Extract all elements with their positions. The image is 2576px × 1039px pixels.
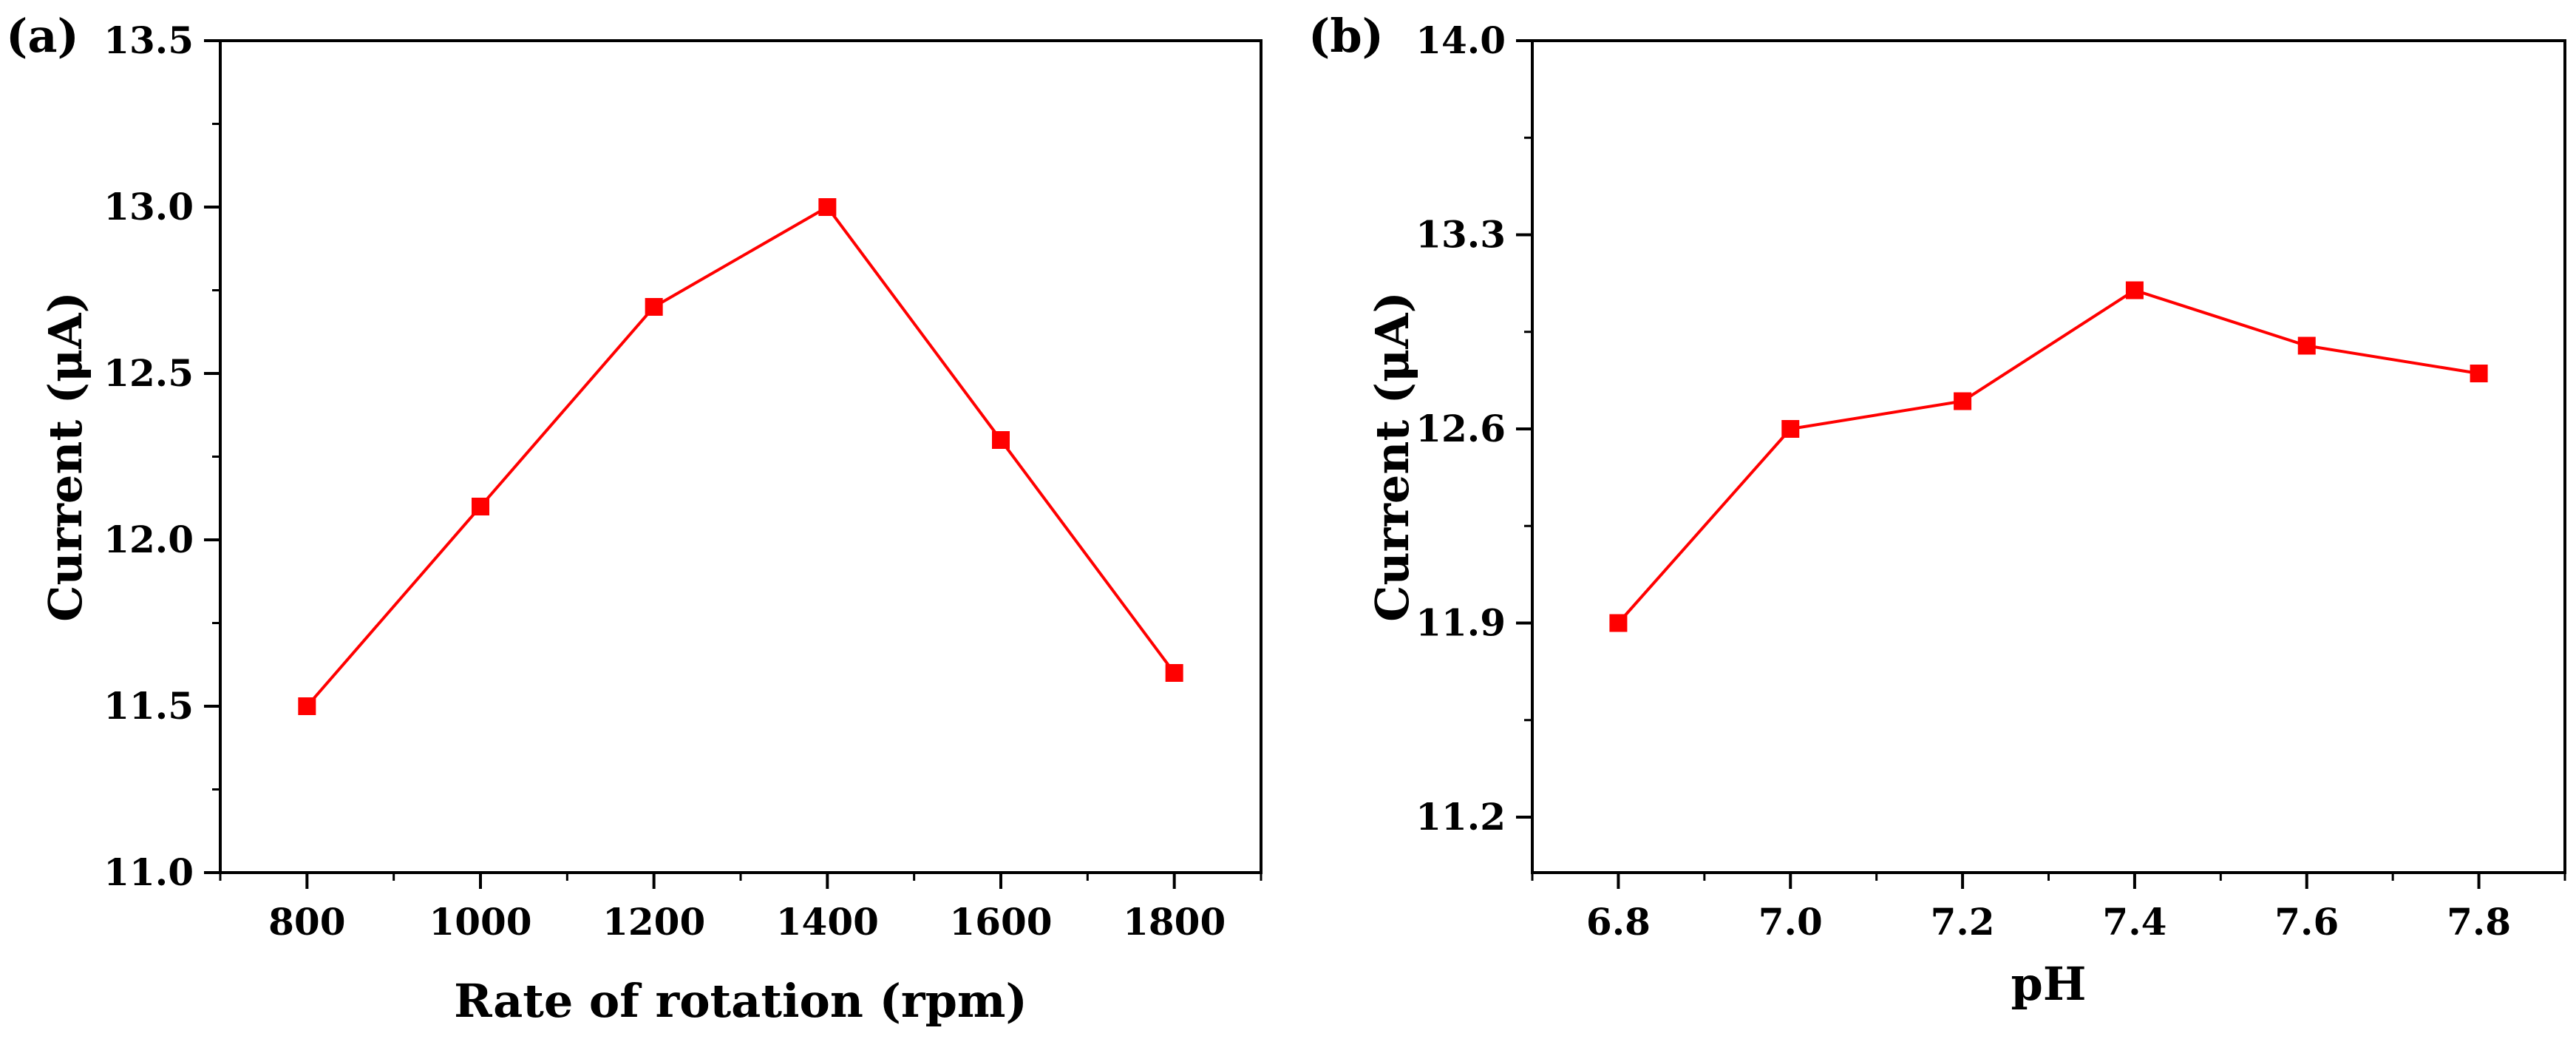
x-tick-label: 1800 <box>1123 900 1226 944</box>
y-tick-label: 12.0 <box>103 518 194 561</box>
series-line <box>1617 288 2479 624</box>
data-point <box>1609 614 1628 632</box>
y-tick-label: 13.3 <box>1416 213 1506 257</box>
data-point <box>2470 365 2488 382</box>
plot-frame <box>1531 39 2566 874</box>
x-tick-label: 1200 <box>602 900 705 944</box>
data-point <box>472 498 489 515</box>
x-axis-title: Rate of rotation (rpm) <box>454 974 1027 1028</box>
plot-frame <box>219 39 1262 874</box>
data-point <box>298 697 316 715</box>
x-tick-label: 7.4 <box>2102 900 2167 944</box>
x-tick-label: 800 <box>268 900 345 944</box>
panel-a: (a) 11.0 11.5 12.0 12.5 13.0 13.5 800 1000 1200 14… <box>6 9 1262 1028</box>
y-tick-label: 13.0 <box>103 185 194 229</box>
y-tick-label: 12.5 <box>103 351 194 395</box>
x-tick-label: 1600 <box>949 900 1052 944</box>
y-tick-label: 12.6 <box>1416 407 1506 450</box>
x-tick-label: 7.8 <box>2447 900 2511 944</box>
data-point <box>992 431 1010 449</box>
y-tick-label: 11.2 <box>1416 795 1506 839</box>
series-line <box>305 205 1176 708</box>
data-point <box>1781 420 1800 438</box>
x-tick-label: 7.0 <box>1758 900 1823 944</box>
y-tick-label: 13.5 <box>103 18 194 62</box>
data-point <box>645 298 663 316</box>
data-point <box>818 198 837 216</box>
y-tick-label: 11.5 <box>103 684 194 728</box>
data-point <box>2125 281 2144 299</box>
x-tick-label: 1000 <box>429 900 531 944</box>
panel-label: (b) <box>1308 9 1384 63</box>
x-tick-label: 6.8 <box>1586 900 1651 944</box>
data-point <box>1165 664 1183 682</box>
data-point <box>1954 392 1972 410</box>
y-tick-label: 11.0 <box>103 850 194 894</box>
panel-label: (a) <box>6 9 79 63</box>
x-tick-label: 1400 <box>776 900 879 944</box>
y-tick-label: 14.0 <box>1416 18 1506 62</box>
y-tick-label: 11.9 <box>1416 601 1506 645</box>
x-tick-label: 7.2 <box>1931 900 1995 944</box>
x-axis-title: pH <box>2011 957 2087 1011</box>
y-axis-title: Current (μA) <box>1365 291 1419 622</box>
y-axis-title: Current (μA) <box>38 291 92 622</box>
data-point <box>2297 336 2316 355</box>
panel-b: (b) 11.2 11.9 12.6 13.3 14.0 6.8 7.0 7.2 7.4 7.6 7.… <box>1308 9 2566 1011</box>
x-tick-label: 7.6 <box>2274 900 2339 944</box>
